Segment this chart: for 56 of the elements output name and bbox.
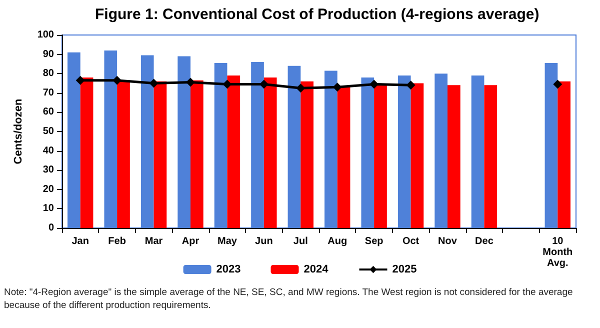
y-tick-label: 100 [37, 30, 54, 40]
bar [214, 62, 228, 228]
bar [104, 50, 118, 228]
bar [434, 74, 448, 228]
x-tick-label: Mar [144, 236, 163, 247]
bar [68, 52, 80, 228]
bar [448, 85, 460, 228]
y-tick-label: 40 [42, 145, 54, 156]
text: Note: "4-Region average" is the simple average of the NE, SE, SC, and MW regions. The West region is not considered for the average because of the different production requirements. [4, 286, 574, 312]
bar [251, 62, 264, 228]
y-tick-label: 0 [48, 222, 54, 234]
bar [398, 76, 411, 228]
legend-label: 2024 [304, 264, 330, 276]
bar [178, 56, 190, 228]
x-tick-label: 10 Month Avg. [542, 236, 573, 269]
legend-label: 2023 [216, 264, 241, 276]
bar [410, 83, 424, 228]
bar [558, 81, 570, 228]
y-tick-label: 60 [42, 106, 54, 118]
bar [544, 62, 558, 228]
legend-label: 2025 [392, 264, 417, 276]
x-tick-label: Feb [108, 236, 126, 247]
y-tick-label: 80 [42, 68, 54, 80]
bar [361, 77, 374, 228]
x-tick-label: Aug [328, 236, 348, 247]
chart-title: Figure 1: Conventional Cost of Production (4-regions average) [95, 6, 540, 23]
bar [80, 77, 94, 228]
y-tick-label: 70 [42, 87, 54, 98]
y-tick-label: 20 [42, 184, 54, 195]
y-tick-label: 90 [42, 48, 54, 60]
bar [190, 80, 204, 228]
x-tick-label: Jun [255, 236, 273, 247]
x-tick-label: Dec [475, 236, 494, 247]
x-tick-label: Nov [438, 236, 458, 247]
y-tick-label: 10 [42, 203, 54, 214]
y-axis-title: Cents/dozen [12, 98, 24, 164]
bar [227, 76, 240, 228]
bar [300, 81, 314, 228]
bar [140, 55, 154, 228]
bar [324, 70, 338, 228]
bar [484, 85, 498, 228]
bar [374, 84, 387, 228]
x-tick-label: Apr [182, 236, 200, 247]
x-tick-label: May [217, 236, 238, 247]
bar [154, 81, 167, 228]
x-tick-label: Sep [364, 236, 384, 247]
x-tick-label: Jan [72, 236, 89, 247]
bar [264, 77, 277, 228]
y-tick-label: 30 [42, 164, 54, 176]
bar [337, 86, 350, 228]
x-tick-label: Jul [293, 236, 308, 247]
bar [117, 81, 130, 228]
x-tick-label: Oct [402, 236, 420, 247]
bar [471, 76, 484, 228]
bar [288, 66, 301, 228]
y-tick-label: 50 [42, 126, 54, 137]
